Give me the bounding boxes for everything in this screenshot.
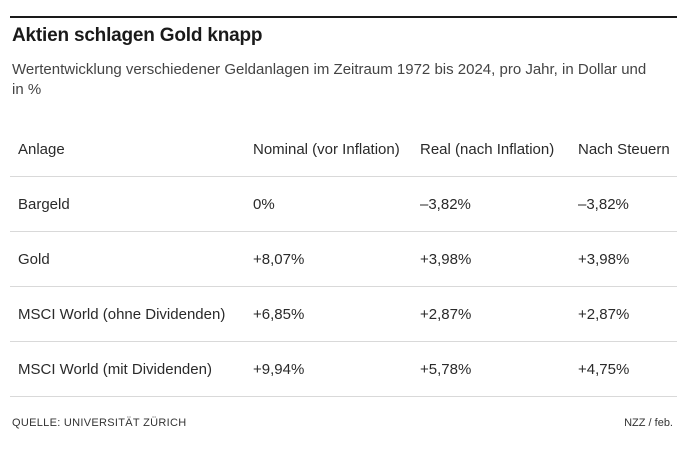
cell-nominal: +8,07% bbox=[253, 231, 420, 287]
cell-steuern: +4,75% bbox=[578, 341, 677, 397]
header-real: Real (nach Inflation) bbox=[420, 123, 578, 177]
header-steuern: Nach Steuern bbox=[578, 123, 677, 177]
cell-steuern: +2,87% bbox=[578, 286, 677, 342]
cell-real: –3,82% bbox=[420, 176, 578, 232]
cell-steuern: +3,98% bbox=[578, 231, 677, 287]
cell-anlage: Bargeld bbox=[10, 176, 253, 232]
cell-real: +5,78% bbox=[420, 341, 578, 397]
chart-title: Aktien schlagen Gold knapp bbox=[12, 25, 263, 46]
cell-nominal: +6,85% bbox=[253, 286, 420, 342]
cell-anlage: MSCI World (ohne Dividenden) bbox=[10, 286, 253, 342]
cell-nominal: +9,94% bbox=[253, 341, 420, 397]
source-note: QUELLE: UNIVERSITÄT ZÜRICH bbox=[12, 417, 187, 429]
table-header-row: Anlage Nominal (vor Inflation) Real (nac… bbox=[10, 123, 677, 177]
cell-real: +3,98% bbox=[420, 231, 578, 287]
header-nominal: Nominal (vor Inflation) bbox=[253, 123, 420, 177]
header-anlage: Anlage bbox=[10, 123, 253, 177]
cell-steuern: –3,82% bbox=[578, 176, 677, 232]
cell-real: +2,87% bbox=[420, 286, 578, 342]
table-row: MSCI World (mit Dividenden) +9,94% +5,78… bbox=[10, 341, 677, 397]
chart-subtitle: Wertentwicklung verschiedener Geldanlage… bbox=[12, 61, 647, 98]
table-row: Bargeld 0% –3,82% –3,82% bbox=[10, 176, 677, 232]
table-row: MSCI World (ohne Dividenden) +6,85% +2,8… bbox=[10, 286, 677, 342]
top-rule bbox=[10, 16, 677, 18]
cell-anlage: MSCI World (mit Dividenden) bbox=[10, 341, 253, 397]
cell-anlage: Gold bbox=[10, 231, 253, 287]
credit-note: NZZ / feb. bbox=[624, 417, 673, 429]
table-row: Gold +8,07% +3,98% +3,98% bbox=[10, 231, 677, 287]
data-table: Anlage Nominal (vor Inflation) Real (nac… bbox=[10, 123, 677, 397]
cell-nominal: 0% bbox=[253, 176, 420, 232]
